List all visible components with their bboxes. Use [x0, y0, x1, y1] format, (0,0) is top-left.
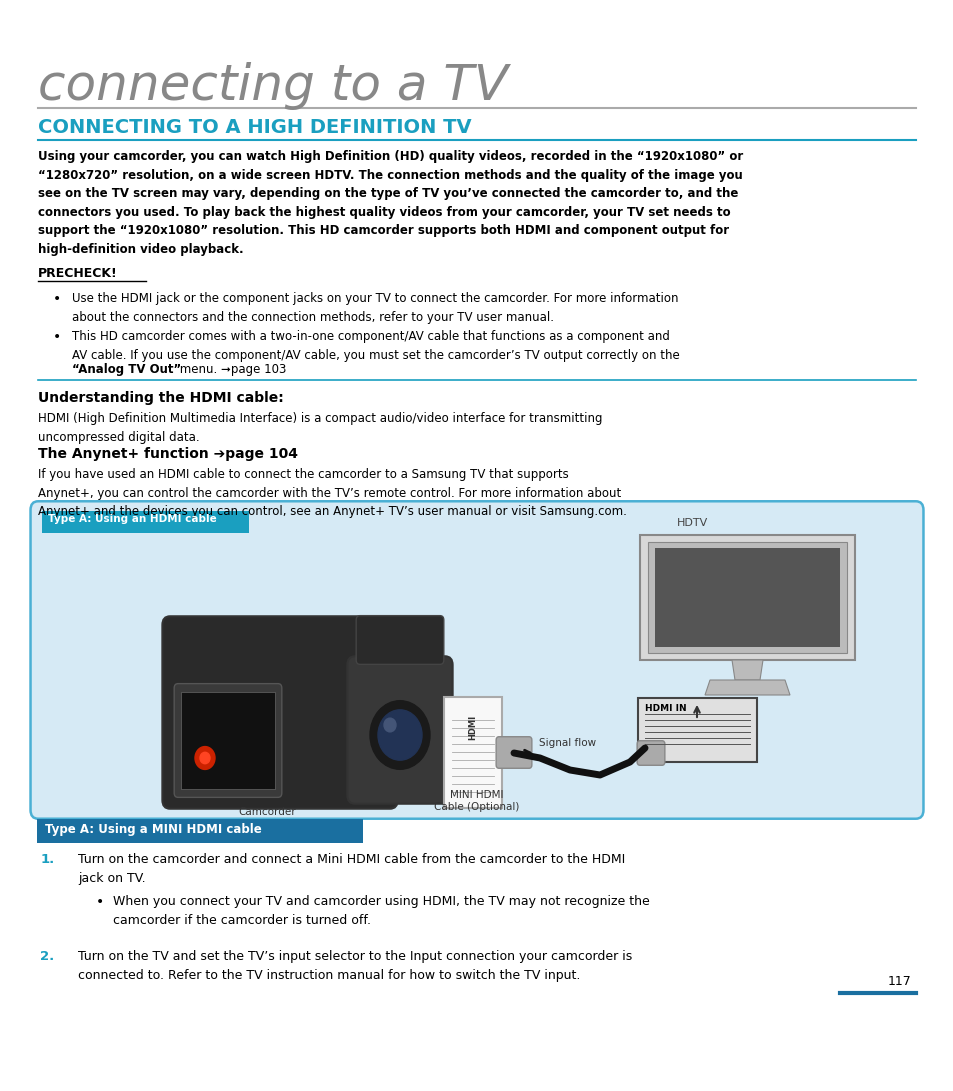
- FancyBboxPatch shape: [181, 692, 274, 789]
- FancyBboxPatch shape: [347, 657, 452, 804]
- Text: HDMI IN: HDMI IN: [644, 704, 686, 714]
- FancyBboxPatch shape: [174, 684, 281, 798]
- Text: •: •: [52, 292, 61, 305]
- Polygon shape: [639, 535, 854, 660]
- Text: Type A: Using an HDMI cable: Type A: Using an HDMI cable: [48, 514, 216, 524]
- FancyBboxPatch shape: [638, 698, 756, 763]
- Text: CONNECTING TO A HIGH DEFINITION TV: CONNECTING TO A HIGH DEFINITION TV: [38, 118, 472, 137]
- Text: Understanding the HDMI cable:: Understanding the HDMI cable:: [38, 391, 284, 405]
- Circle shape: [377, 710, 421, 760]
- Text: •: •: [52, 329, 61, 344]
- FancyBboxPatch shape: [162, 616, 397, 808]
- Polygon shape: [731, 660, 762, 680]
- Circle shape: [370, 700, 430, 769]
- Polygon shape: [704, 680, 789, 695]
- Text: HDMI (High Definition Multimedia Interface) is a compact audio/video interface f: HDMI (High Definition Multimedia Interfa…: [38, 412, 602, 444]
- Text: HDMI: HDMI: [468, 715, 477, 740]
- FancyBboxPatch shape: [444, 697, 501, 808]
- FancyBboxPatch shape: [42, 511, 249, 533]
- Text: Use the HDMI jack or the component jacks on your TV to connect the camcorder. Fo: Use the HDMI jack or the component jacks…: [71, 292, 678, 324]
- Text: This HD camcorder comes with a two-in-one component/AV cable that functions as a: This HD camcorder comes with a two-in-on…: [71, 329, 679, 361]
- Text: HDTV: HDTV: [677, 518, 708, 528]
- Text: If you have used an HDMI cable to connect the camcorder to a Samsung TV that sup: If you have used an HDMI cable to connec…: [38, 468, 626, 518]
- Polygon shape: [655, 548, 840, 647]
- Circle shape: [200, 753, 210, 764]
- Text: 117: 117: [886, 975, 910, 988]
- Text: The Anynet+ function ➔page 104: The Anynet+ function ➔page 104: [38, 447, 298, 461]
- FancyBboxPatch shape: [496, 736, 532, 768]
- Text: Camcorder: Camcorder: [238, 807, 295, 817]
- Text: 1.: 1.: [40, 853, 54, 866]
- Text: Signal flow: Signal flow: [538, 738, 596, 748]
- Polygon shape: [647, 542, 846, 654]
- Text: Turn on the camcorder and connect a Mini HDMI cable from the camcorder to the HD: Turn on the camcorder and connect a Mini…: [78, 853, 625, 885]
- Text: MINI HDMI
Cable (Optional): MINI HDMI Cable (Optional): [434, 790, 519, 813]
- Text: connecting to a TV: connecting to a TV: [38, 62, 508, 110]
- Circle shape: [194, 746, 214, 769]
- Text: “Analog TV Out”: “Analog TV Out”: [71, 363, 181, 376]
- Text: When you connect your TV and camcorder using HDMI, the TV may not recognize the
: When you connect your TV and camcorder u…: [112, 895, 649, 926]
- FancyBboxPatch shape: [37, 819, 363, 843]
- Text: Using your camcorder, you can watch High Definition (HD) quality videos, recorde: Using your camcorder, you can watch High…: [38, 149, 742, 255]
- Text: PRECHECK!: PRECHECK!: [38, 267, 118, 280]
- FancyBboxPatch shape: [30, 501, 923, 818]
- Circle shape: [384, 718, 395, 732]
- Text: Type A: Using a MINI HDMI cable: Type A: Using a MINI HDMI cable: [45, 823, 261, 836]
- Text: Turn on the TV and set the TV’s input selector to the Input connection your camc: Turn on the TV and set the TV’s input se…: [78, 950, 632, 982]
- FancyBboxPatch shape: [355, 615, 443, 664]
- Text: 2.: 2.: [40, 950, 54, 963]
- Text: •: •: [95, 895, 104, 909]
- Text: menu. ➞page 103: menu. ➞page 103: [176, 363, 287, 376]
- FancyBboxPatch shape: [637, 741, 664, 765]
